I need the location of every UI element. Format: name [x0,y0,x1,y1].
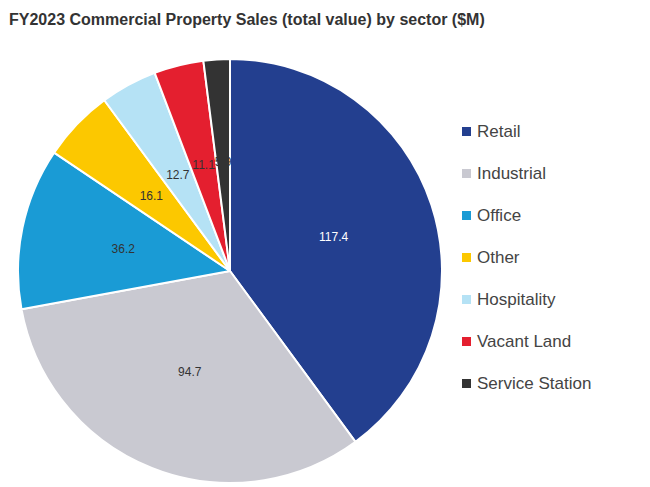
svg-text:Other: Other [477,248,520,267]
svg-text:FY2023 Commercial Property Sal: FY2023 Commercial Property Sales (total … [9,11,485,28]
svg-text:Vacant Land: Vacant Land [477,332,571,351]
svg-text:Office: Office [477,206,521,225]
svg-text:Hospitality: Hospitality [477,290,556,309]
svg-text:36.2: 36.2 [112,242,136,256]
svg-text:Industrial: Industrial [477,164,546,183]
svg-text:16.1: 16.1 [140,189,164,203]
svg-text:5.9: 5.9 [215,155,232,169]
svg-text:Retail: Retail [477,122,520,141]
svg-text:12.7: 12.7 [166,168,190,182]
svg-text:94.7: 94.7 [178,365,202,379]
svg-text:11.1: 11.1 [192,158,215,172]
svg-text:Service Station: Service Station [477,374,591,393]
svg-text:117.4: 117.4 [319,230,348,244]
